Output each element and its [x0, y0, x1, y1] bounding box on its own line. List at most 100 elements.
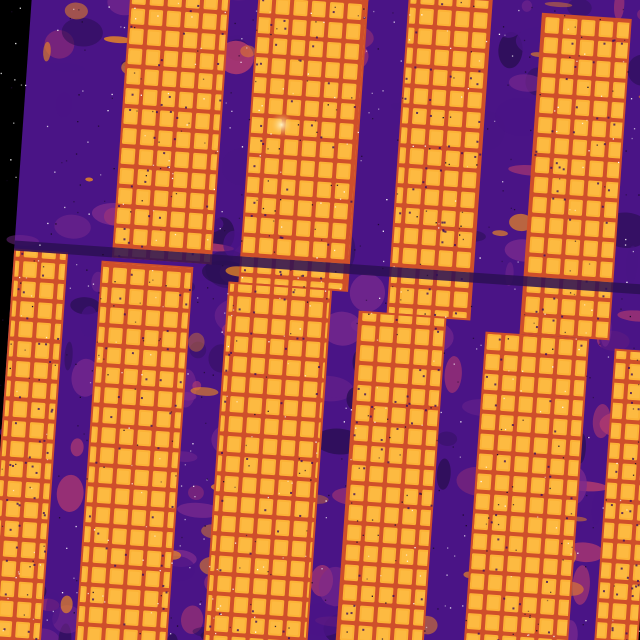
dead-pixel	[497, 538, 500, 541]
speckle	[150, 354, 152, 356]
dead-pixel	[299, 59, 302, 62]
speckle	[334, 96, 336, 99]
speckle	[419, 575, 422, 577]
speckle	[88, 213, 90, 215]
speckle	[297, 277, 299, 279]
dead-pixel	[474, 155, 477, 159]
speckle	[251, 436, 253, 438]
speckle	[45, 336, 48, 339]
speckle	[339, 198, 342, 200]
speckle	[588, 436, 590, 439]
dead-pixel	[447, 145, 451, 148]
speckle	[585, 332, 587, 334]
speckle	[165, 285, 167, 287]
speckle	[158, 339, 160, 342]
speckle	[17, 571, 20, 573]
speckle	[114, 281, 116, 283]
dead-pixel	[380, 448, 383, 451]
dead-pixel	[603, 143, 606, 146]
speckle	[567, 542, 569, 545]
speckle	[155, 296, 157, 299]
dead-pixel	[42, 512, 45, 515]
ground-blotch	[44, 62, 85, 72]
speckle	[569, 292, 572, 294]
dead-pixel	[485, 375, 489, 378]
speckle	[476, 164, 478, 166]
speckle	[511, 486, 514, 488]
dead-pixel	[158, 64, 161, 67]
speckle	[470, 305, 473, 308]
dead-pixel	[6, 498, 9, 502]
speckle	[273, 251, 276, 253]
dead-pixel	[159, 379, 162, 382]
speckle	[368, 555, 370, 557]
dead-pixel	[408, 402, 411, 405]
speckle	[205, 422, 207, 424]
speckle	[485, 40, 488, 43]
dead-pixel	[547, 465, 550, 468]
speckle	[513, 209, 516, 211]
dead-pixel	[171, 505, 174, 509]
dead-pixel	[260, 124, 263, 127]
panel-cells	[203, 283, 331, 640]
speckle	[306, 301, 309, 303]
dead-pixel	[554, 430, 557, 433]
speckle	[325, 517, 327, 519]
speckle	[150, 612, 153, 614]
dead-pixel	[552, 197, 555, 200]
ground-warm-patch	[43, 41, 51, 62]
speckle	[366, 578, 368, 580]
speckle	[376, 339, 379, 341]
dead-pixel	[256, 63, 259, 66]
speckle	[254, 540, 257, 543]
speckle	[497, 504, 500, 506]
ground-warm-patch	[240, 45, 256, 58]
speckle	[570, 513, 573, 515]
speckle	[184, 518, 186, 521]
speckle	[330, 184, 332, 187]
panel-strip	[74, 260, 194, 640]
dead-pixel	[392, 594, 395, 598]
dead-pixel	[286, 188, 289, 191]
speckle	[141, 491, 143, 494]
speckle	[327, 104, 329, 106]
dead-pixel	[95, 461, 98, 464]
dead-pixel	[310, 124, 314, 127]
dead-pixel	[117, 204, 121, 208]
speckle	[77, 425, 79, 427]
speckle	[115, 341, 117, 343]
speckle	[299, 328, 301, 330]
dead-pixel	[631, 587, 634, 590]
speckle	[584, 304, 586, 306]
speckle	[404, 426, 407, 428]
ground-warm-patch	[544, 1, 573, 8]
speckle	[107, 374, 109, 376]
speckle	[450, 47, 452, 49]
speckle	[238, 217, 241, 219]
dead-pixel	[490, 521, 493, 524]
speckle	[186, 124, 188, 126]
speckle	[411, 509, 413, 512]
speckle	[378, 108, 380, 110]
speckle	[522, 370, 524, 372]
dead-pixel	[284, 347, 287, 350]
dead-pixel	[353, 493, 356, 496]
dead-pixel	[429, 68, 433, 71]
speckle	[636, 359, 639, 361]
speckle	[360, 160, 362, 162]
speckle	[454, 200, 457, 202]
dead-pixel	[209, 625, 212, 628]
speckle	[465, 619, 467, 622]
dead-pixel	[479, 153, 482, 156]
dead-pixel	[494, 404, 497, 407]
speckle	[212, 598, 214, 600]
speckle	[622, 8, 624, 11]
speckle	[9, 367, 11, 370]
speckle	[96, 341, 98, 343]
speckle	[287, 362, 289, 365]
speckle	[203, 98, 205, 100]
dead-pixel	[250, 214, 253, 218]
speckle	[377, 534, 379, 536]
dead-pixel	[169, 110, 172, 113]
speckle	[224, 312, 226, 314]
